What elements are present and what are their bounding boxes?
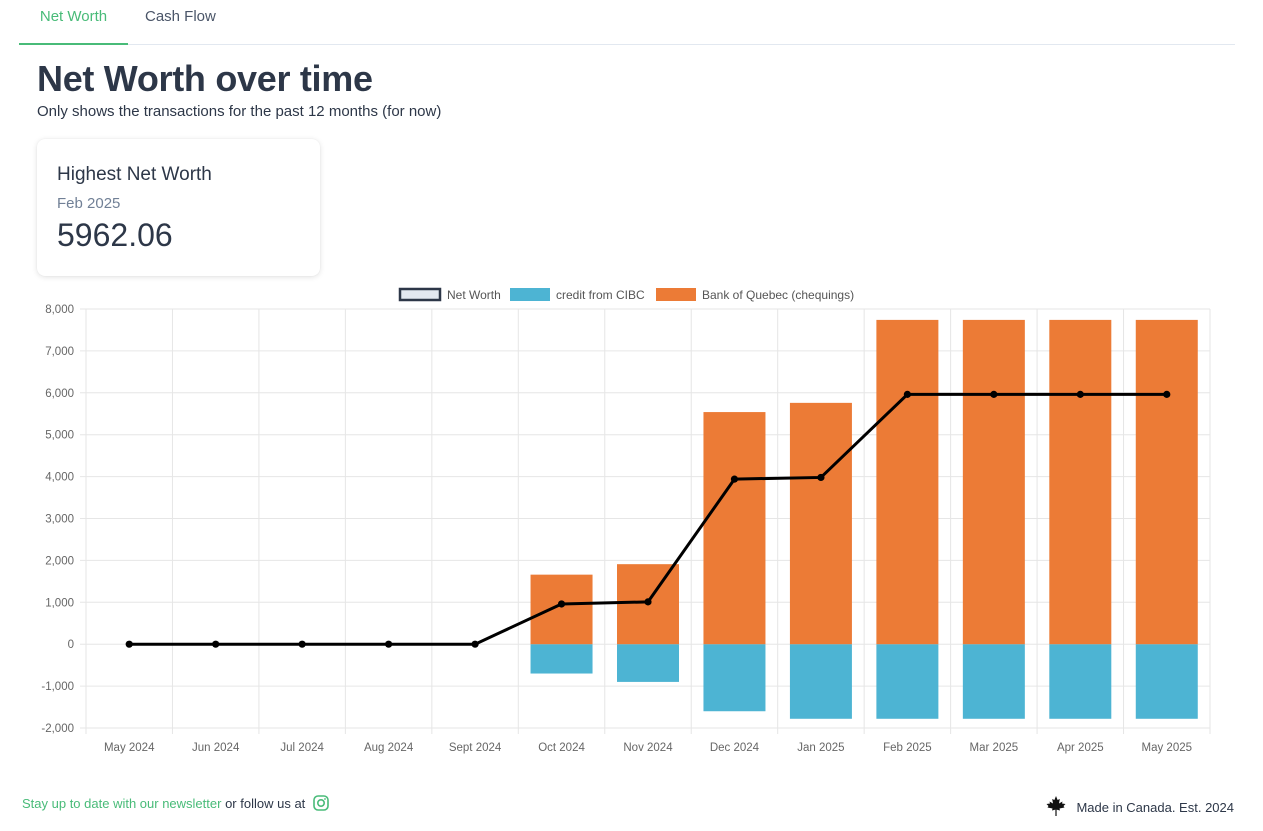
tab-bar: Net Worth Cash Flow: [19, 0, 1235, 45]
bar-credit-from-cibc: [1135, 644, 1198, 719]
highest-net-worth-card: Highest Net Worth Feb 2025 5962.06: [37, 139, 320, 276]
follow-text: or follow us at: [225, 796, 306, 811]
net-worth-point: [730, 475, 739, 483]
bar-bank-of-quebec-chequings: [703, 412, 766, 645]
net-worth-point: [1076, 390, 1084, 398]
x-tick-label: Mar 2025: [970, 742, 1019, 754]
instagram-icon[interactable]: [313, 795, 329, 814]
net-worth-point: [212, 640, 220, 648]
x-tick-label: May 2025: [1142, 742, 1193, 754]
x-tick-label: May 2024: [104, 742, 155, 754]
bar-bank-of-quebec-chequings: [789, 402, 852, 645]
y-tick-label: 5,000: [45, 430, 74, 442]
legend-label: credit from CIBC: [556, 288, 645, 302]
stat-date: Feb 2025: [57, 195, 121, 212]
legend-label: Net Worth: [447, 288, 501, 302]
y-tick-label: 6,000: [45, 388, 74, 400]
footer-left: Stay up to date with our newsletter or f…: [22, 795, 329, 814]
net-worth-point: [990, 390, 998, 398]
bar-bank-of-quebec-chequings: [1135, 319, 1198, 645]
bar-credit-from-cibc: [1049, 644, 1112, 719]
legend-swatch: [510, 288, 550, 301]
y-tick-label: 3,000: [45, 514, 74, 526]
y-tick-label: 8,000: [45, 304, 74, 316]
y-tick-label: 0: [68, 639, 74, 651]
bar-credit-from-cibc: [617, 644, 679, 682]
y-tick-label: -1,000: [41, 681, 74, 693]
maple-leaf-icon: [1045, 795, 1067, 820]
net-worth-chart: -2,000 -1,000 0 1,000 2,000 3,000 4,000 5,000 6,…: [41, 287, 1211, 754]
y-tick-label: 7,000: [45, 346, 74, 358]
footer-right: Made in Canada. Est. 2024: [1045, 795, 1234, 820]
bar-bank-of-quebec-chequings: [530, 574, 593, 645]
bar-credit-from-cibc: [962, 644, 1025, 719]
made-in-canada-text: Made in Canada. Est. 2024: [1076, 800, 1234, 815]
x-tick-label: Jul 2024: [280, 742, 324, 754]
tab-cash-flow[interactable]: Cash Flow: [145, 8, 216, 25]
net-worth-point: [1163, 390, 1171, 398]
x-tick-label: Jan 2025: [797, 742, 844, 754]
legend-swatch-net-worth: [398, 287, 442, 302]
net-worth-point: [471, 640, 479, 648]
bar-bank-of-quebec-chequings: [876, 319, 939, 645]
x-tick-label: Nov 2024: [623, 742, 673, 754]
y-tick-label: 2,000: [45, 555, 74, 567]
bar-credit-from-cibc: [876, 644, 939, 719]
bar-credit-from-cibc: [530, 644, 593, 674]
legend-swatch: [656, 288, 696, 301]
bar-credit-from-cibc: [789, 644, 852, 719]
page-subtitle: Only shows the transactions for the past…: [37, 103, 442, 120]
x-tick-label: Dec 2024: [710, 742, 760, 754]
net-worth-point: [125, 640, 133, 648]
net-worth-point: [644, 598, 652, 606]
tab-net-worth[interactable]: Net Worth: [19, 0, 128, 45]
stat-number: 5962.06: [57, 217, 173, 253]
y-tick-label: 4,000: [45, 472, 74, 484]
x-tick-label: Apr 2025: [1057, 742, 1104, 754]
net-worth-point: [817, 473, 825, 482]
net-worth-point: [903, 390, 911, 398]
y-tick-label: -2,000: [41, 723, 74, 735]
y-tick-label: 1,000: [45, 597, 74, 609]
bar-credit-from-cibc: [703, 644, 766, 712]
stat-label: Highest Net Worth: [57, 164, 212, 185]
x-tick-label: Jun 2024: [192, 742, 240, 754]
x-tick-label: Oct 2024: [538, 742, 585, 754]
net-worth-point: [385, 640, 393, 648]
x-tick-label: Feb 2025: [883, 742, 932, 754]
newsletter-link[interactable]: Stay up to date with our newsletter: [22, 796, 222, 811]
page-title: Net Worth over time: [37, 58, 373, 99]
bar-bank-of-quebec-chequings: [1049, 319, 1112, 645]
x-tick-label: Sept 2024: [449, 742, 502, 754]
bar-bank-of-quebec-chequings: [962, 319, 1025, 645]
x-tick-label: Aug 2024: [364, 742, 414, 754]
net-worth-point: [557, 600, 566, 608]
legend-label: Bank of Quebec (chequings): [702, 288, 854, 302]
net-worth-point: [298, 640, 306, 648]
